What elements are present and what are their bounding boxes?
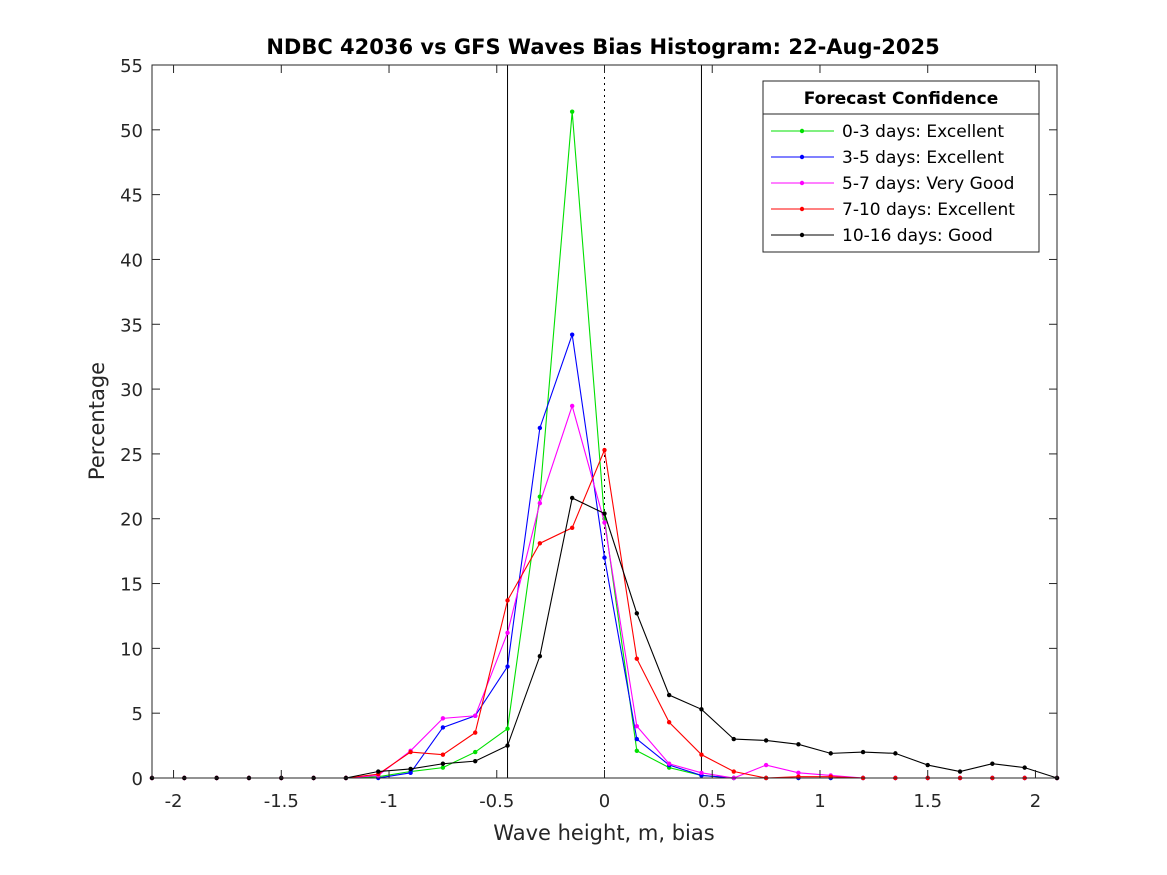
y-tick-label: 20 <box>120 510 143 531</box>
data-point <box>473 758 478 764</box>
x-axis-label: Wave height, m, bias <box>493 821 714 845</box>
data-point <box>957 769 963 774</box>
x-tick-label: 0 <box>599 791 610 812</box>
data-point <box>505 630 510 636</box>
data-point <box>537 653 543 659</box>
data-point <box>473 749 478 755</box>
data-point <box>763 738 769 743</box>
data-point <box>537 494 543 499</box>
legend-marker <box>799 128 805 134</box>
data-point <box>634 611 640 616</box>
x-axis: -2 -1.5 -1 -0.5 0 0.5 1 1.5 2 <box>165 65 1041 812</box>
data-point <box>473 713 478 718</box>
data-point <box>569 109 575 114</box>
y-tick-label: 15 <box>120 575 143 596</box>
data-point <box>1022 765 1027 770</box>
y-tick-label: 5 <box>132 704 143 725</box>
data-point <box>408 766 413 772</box>
y-tick-label: 40 <box>120 250 143 271</box>
data-point <box>796 742 801 747</box>
legend-marker <box>799 206 805 212</box>
legend-marker <box>799 232 805 238</box>
data-point <box>376 769 381 774</box>
y-tick-label: 35 <box>120 315 143 336</box>
x-tick-label: 0.5 <box>698 791 727 812</box>
data-point <box>569 495 575 501</box>
legend: Forecast Confidence 0-3 days: Excellent 3… <box>762 80 1040 253</box>
data-point <box>699 770 704 776</box>
data-point <box>860 749 866 755</box>
data-point <box>893 751 898 756</box>
data-point <box>408 770 413 776</box>
legend-box <box>762 80 1040 253</box>
reference-lines <box>507 65 702 778</box>
x-tick-label: 1.5 <box>913 791 942 812</box>
legend-marker <box>799 180 805 186</box>
x-tick-label: -2 <box>165 791 183 812</box>
data-point <box>634 723 640 729</box>
x-tick-label: 1 <box>814 791 825 812</box>
data-point <box>634 748 640 753</box>
data-point <box>505 743 510 748</box>
legend-marker <box>799 154 805 160</box>
data-point <box>569 332 575 337</box>
y-axis: 0 5 10 15 20 25 30 35 40 45 50 55 <box>120 56 1057 790</box>
data-point <box>473 730 478 735</box>
y-tick-label: 0 <box>132 769 143 790</box>
data-point <box>537 425 543 431</box>
y-tick-label: 10 <box>120 639 143 660</box>
data-point <box>828 751 833 756</box>
data-point <box>602 520 607 525</box>
y-tick-label: 25 <box>120 445 143 466</box>
data-point <box>440 752 446 757</box>
legend-label: 5-7 days: Very Good <box>842 174 1014 194</box>
legend-label: 7-10 days: Excellent <box>842 200 1015 220</box>
data-point <box>440 765 446 770</box>
y-axis-label: Percentage <box>85 362 109 480</box>
y-tick-label: 45 <box>120 186 143 207</box>
x-tick-label: -0.5 <box>479 791 514 812</box>
data-point <box>505 598 510 603</box>
data-point <box>505 726 510 731</box>
data-point <box>990 761 995 766</box>
data-point <box>602 555 607 560</box>
data-point <box>796 770 801 776</box>
data-point <box>666 692 672 698</box>
legend-label: 0-3 days: Excellent <box>842 122 1004 142</box>
data-point <box>731 769 736 774</box>
y-tick-label: 50 <box>120 121 143 142</box>
y-tick-label: 55 <box>120 56 143 77</box>
series <box>149 495 1060 781</box>
legend-label: 10-16 days: Good <box>842 226 993 246</box>
data-point <box>537 541 543 546</box>
data-point <box>634 736 640 742</box>
data-point <box>440 761 446 766</box>
data-point <box>666 720 672 725</box>
chart-title: NDBC 42036 vs GFS Waves Bias Histogram: … <box>266 35 939 59</box>
data-point <box>666 761 672 766</box>
data-point <box>925 762 930 768</box>
x-tick-label: -1 <box>380 791 398 812</box>
legend-entries: 0-3 days: Excellent 3-5 days: Excellent 5-… <box>771 122 1015 246</box>
data-point <box>440 725 446 730</box>
data-point <box>699 707 704 712</box>
data-point <box>731 736 736 742</box>
data-point <box>763 762 769 768</box>
x-tick-label: -1.5 <box>264 791 299 812</box>
data-point <box>699 752 704 757</box>
data-point <box>602 447 607 453</box>
data-point <box>408 749 413 755</box>
legend-title: Forecast Confidence <box>804 89 999 109</box>
data-point <box>505 664 510 669</box>
y-tick-label: 30 <box>120 380 143 401</box>
data-point <box>440 716 446 721</box>
x-tick-label: 2 <box>1030 791 1041 812</box>
data-point <box>602 511 607 516</box>
data-point <box>634 656 640 661</box>
data-point <box>569 525 575 531</box>
data-point <box>569 403 575 409</box>
data-point <box>537 500 543 506</box>
legend-label: 3-5 days: Excellent <box>842 148 1004 168</box>
